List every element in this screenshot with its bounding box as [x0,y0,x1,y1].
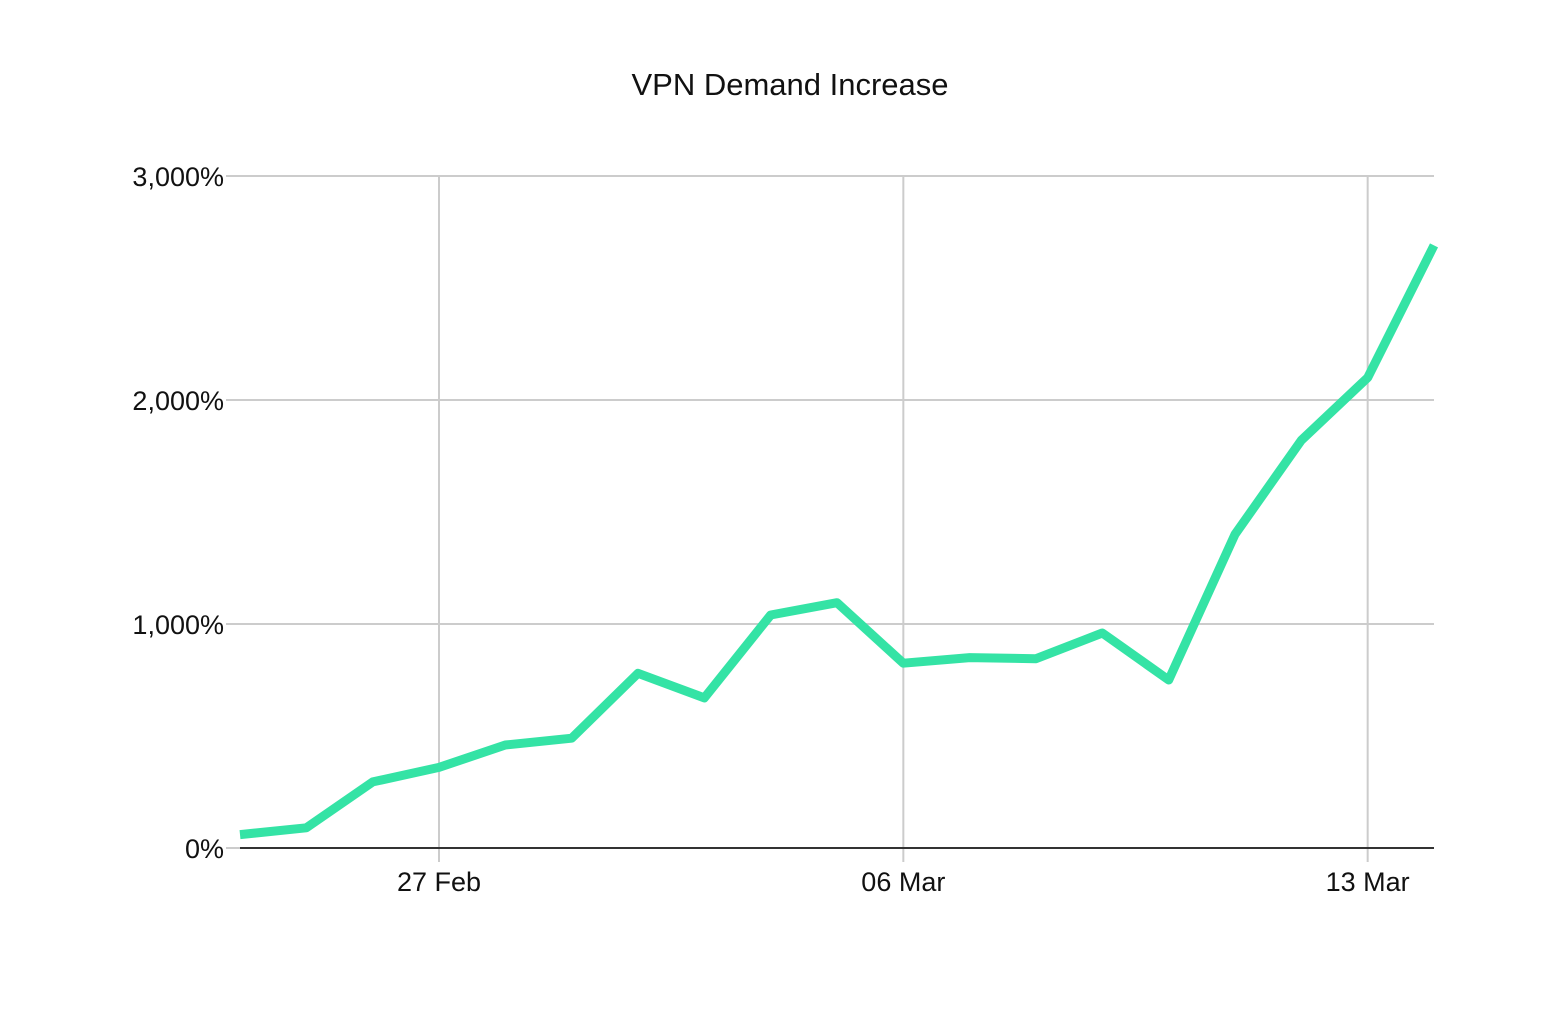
grid-layer [226,175,1434,862]
series-layer [239,243,1439,840]
y-tick-label: 1,000% [132,610,224,640]
y-tick-label: 2,000% [132,386,224,416]
y-tick-label: 3,000% [132,162,224,192]
y-tick-label: 0% [185,834,224,864]
x-tick-label: 13 Mar [1326,867,1410,897]
x-tick-label: 06 Mar [861,867,945,897]
series-line [239,243,1439,840]
tick-label-layer: 0% 1,000% 2,000% 3,000% 27 Feb 06 Mar 13 Mar [132,162,1409,897]
chart-title: VPN Demand Increase [631,67,948,102]
x-tick-label: 27 Feb [397,867,481,897]
